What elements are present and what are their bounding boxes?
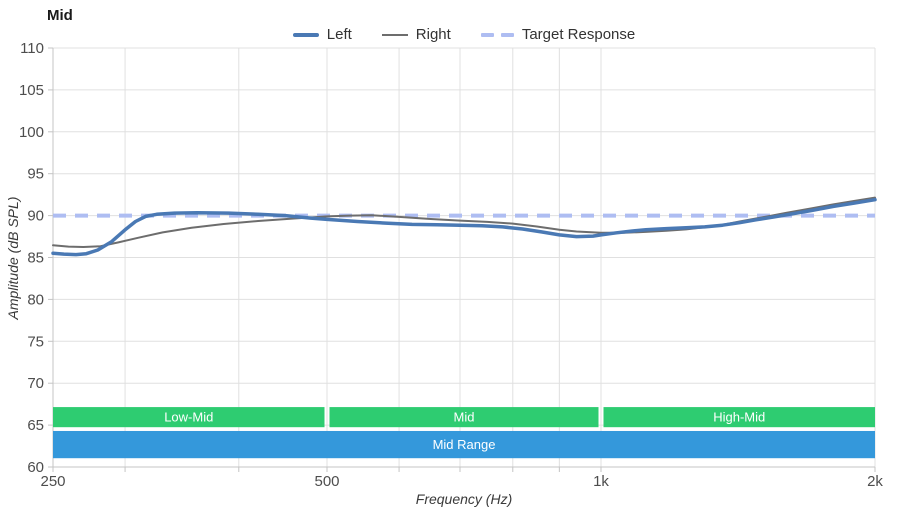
chart-title: Mid [47, 7, 73, 24]
y-tick-label: 75 [27, 333, 44, 350]
legend-label-target-response: Target Response [521, 26, 636, 43]
x-tick-label: 2k [867, 473, 883, 490]
band-label-high-mid: High-Mid [713, 410, 765, 425]
band-mid [329, 407, 599, 428]
y-tick-label: 110 [20, 40, 44, 57]
legend-item-right[interactable]: Right [381, 26, 451, 43]
y-tick-label: 90 [27, 208, 44, 225]
y-tick-label: 105 [19, 82, 44, 99]
x-tick-label: 250 [40, 473, 65, 490]
legend-label-left: Left [326, 26, 352, 43]
left-curve [51, 197, 877, 257]
target-dash-swatch-icon [480, 32, 514, 37]
y-tick-label: 80 [27, 291, 44, 308]
band-high-mid [603, 407, 875, 428]
y-tick-label: 65 [27, 417, 44, 434]
y-axis-title: Amplitude (dB SPL) [5, 196, 21, 320]
band-mid-range [53, 430, 875, 459]
band-label-low-mid: Low-Mid [164, 410, 213, 425]
y-tick-label: 95 [27, 166, 44, 183]
y-tick-label: 100 [19, 124, 44, 141]
x-tick-label: 500 [314, 473, 339, 490]
band-low-mid [53, 407, 325, 428]
legend: Left Right Target Response [53, 26, 875, 43]
y-tick-label: 85 [27, 250, 44, 267]
right-line-swatch-icon [381, 33, 408, 36]
x-axis-title: Frequency (Hz) [415, 491, 513, 507]
y-tick-label: 70 [27, 375, 44, 392]
legend-item-left[interactable]: Left [292, 26, 352, 43]
left-line-swatch-icon [292, 32, 319, 37]
band-label-mid-range: Mid Range [433, 437, 496, 452]
legend-label-right: Right [415, 26, 451, 43]
y-tick-label: 60 [27, 459, 44, 476]
legend-item-target-response[interactable]: Target Response [480, 26, 636, 43]
x-tick-label: 1k [593, 473, 609, 490]
band-label-mid: Mid [454, 410, 475, 425]
